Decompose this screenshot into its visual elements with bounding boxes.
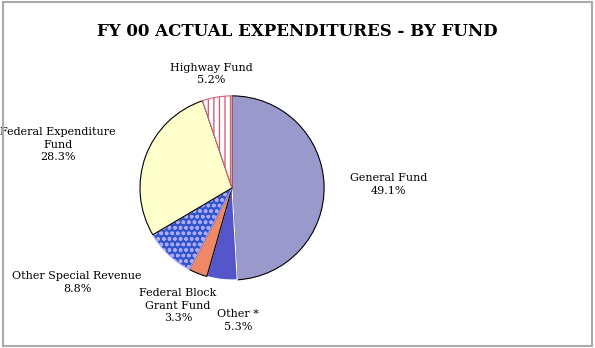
Wedge shape xyxy=(153,188,232,269)
Text: Federal Block
Grant Fund
3.3%: Federal Block Grant Fund 3.3% xyxy=(139,288,217,323)
Text: General Fund
49.1%: General Fund 49.1% xyxy=(350,173,427,196)
Text: Federal Expenditure
Fund
28.3%: Federal Expenditure Fund 28.3% xyxy=(0,127,115,162)
Wedge shape xyxy=(232,96,324,280)
Wedge shape xyxy=(140,101,232,235)
Text: Other *
5.3%: Other * 5.3% xyxy=(217,309,259,332)
Wedge shape xyxy=(207,188,237,280)
Text: FY 00 ACTUAL EXPENDITURES - BY FUND: FY 00 ACTUAL EXPENDITURES - BY FUND xyxy=(97,23,498,40)
Wedge shape xyxy=(202,96,232,188)
Wedge shape xyxy=(189,188,232,276)
Text: Highway Fund
5.2%: Highway Fund 5.2% xyxy=(170,63,253,85)
Text: Other Special Revenue
8.8%: Other Special Revenue 8.8% xyxy=(12,271,142,294)
